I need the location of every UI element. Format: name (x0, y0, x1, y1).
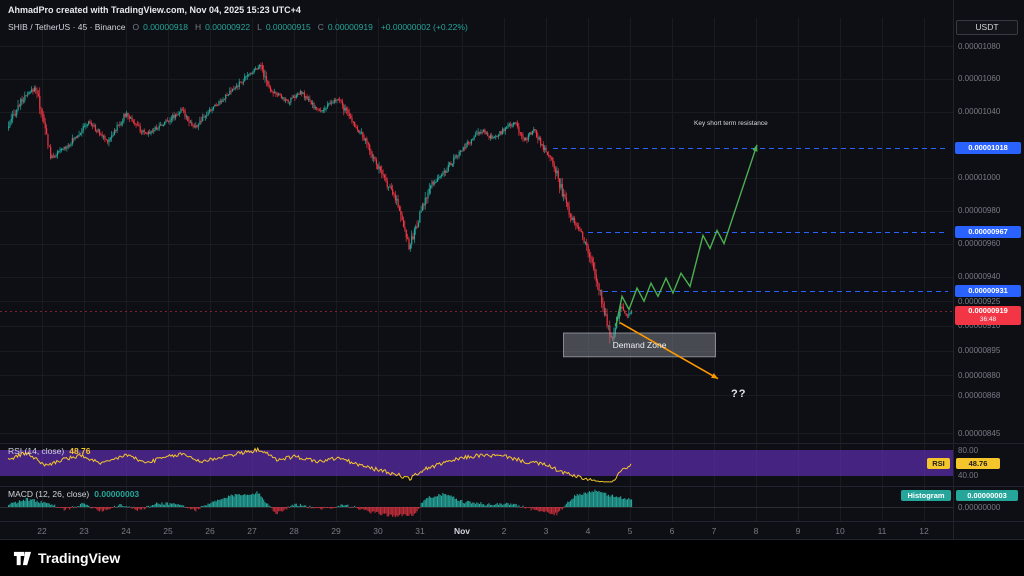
level-price-label: 0.00000967 (955, 226, 1021, 239)
brand-bar: TradingView (0, 540, 1024, 576)
change-value: +0.00000002 (+0.22%) (380, 22, 468, 32)
time-tick-label: 11 (877, 526, 887, 536)
time-axis[interactable]: 22 23 24 25 26 27 28 29 30 31 Nov 2 3 4 5 6 7 8 9 10 11 12 (0, 522, 953, 540)
time-tick-label: 5 (627, 526, 633, 536)
rsi-value-badge: 48.76 (956, 458, 1000, 469)
price-tick-label: 0.00000925 (958, 296, 1001, 306)
time-tick-label: 8 (753, 526, 759, 536)
price-tick-label: 0.00000868 (958, 390, 1001, 400)
macd-histogram-value-badge: 0.00000003 (956, 490, 1018, 501)
price-tick-label: 0.00000960 (958, 239, 1001, 249)
time-tick-label: 30 (373, 526, 383, 536)
question-annotation[interactable]: ?? (731, 388, 747, 400)
high-value: 0.00000922 (205, 22, 251, 32)
rsi-title-text: RSI (14, close) (8, 446, 65, 456)
time-tick-label: 22 (37, 526, 47, 536)
symbol-legend: SHIB / TetherUS · 45 · Binance O 0.000009… (8, 22, 468, 32)
rsi-name-badge: RSI (927, 458, 950, 469)
chart-area[interactable]: AhmadPro created with TradingView.com, N… (0, 0, 1024, 540)
demand-zone[interactable]: Demand Zone (612, 339, 667, 350)
tradingview-icon (13, 551, 32, 565)
low-value: 0.00000915 (265, 22, 311, 32)
time-tick-label: Nov (453, 526, 471, 536)
macd-current-value: 0.00000003 (94, 489, 140, 499)
time-tick-label: 31 (415, 526, 425, 536)
close-label: C (317, 22, 324, 32)
time-tick-label: 26 (205, 526, 215, 536)
level-price-label: 0.00001018 (955, 142, 1021, 155)
time-tick-label: 24 (121, 526, 131, 536)
symbol-title: SHIB / TetherUS · 45 · Binance (8, 22, 126, 32)
time-tick-label: 27 (247, 526, 257, 536)
macd-indicator-title: MACD (12, 26, close) 0.00000003 (8, 489, 139, 499)
tradingview-logo[interactable]: TradingView (13, 549, 120, 568)
price-tick-label: 0.00001060 (958, 74, 1001, 84)
close-value: 0.00000919 (327, 22, 373, 32)
price-tick-label: 0.00000910 (958, 321, 1001, 331)
low-label: L (257, 22, 262, 32)
time-tick-label: 23 (79, 526, 89, 536)
time-tick-label: 3 (543, 526, 549, 536)
currency-button[interactable]: USDT (956, 20, 1018, 35)
time-tick-label: 29 (331, 526, 341, 536)
macd-title-text: MACD (12, 26, close) (8, 489, 90, 499)
level-price-label: 0.00000931 (955, 285, 1021, 298)
main-chart-canvas[interactable] (0, 0, 1024, 540)
time-tick-label: 25 (163, 526, 173, 536)
macd-zero-label: 0.00000000 (958, 503, 1001, 512)
time-tick-label: 2 (501, 526, 507, 536)
price-tick-label: 0.00000880 (958, 370, 1001, 380)
price-tick-label: 0.00001040 (958, 107, 1001, 117)
high-label: H (195, 22, 202, 32)
time-tick-label: 10 (835, 526, 845, 536)
open-value: 0.00000918 (143, 22, 189, 32)
rsi-axis-bottom-label: 40.00 (958, 471, 979, 480)
price-tick-label: 0.00000895 (958, 346, 1001, 356)
brand-wordmark: TradingView (38, 550, 121, 566)
price-axis[interactable]: 0.00001080 0.00001060 0.00001040 0.00001000… (953, 0, 1024, 540)
price-tick-label: 0.00000940 (958, 272, 1001, 282)
time-tick-label: 28 (289, 526, 299, 536)
attribution-text: AhmadPro created with TradingView.com, N… (8, 5, 301, 15)
last-price-label: 0.00000919 36:48 (955, 306, 1021, 326)
macd-histogram-badge: Histogram (901, 490, 951, 501)
price-tick-label: 0.00000845 (958, 428, 1001, 438)
bar-countdown: 36:48 (979, 316, 997, 324)
time-tick-label: 4 (585, 526, 591, 536)
time-tick-label: 7 (711, 526, 717, 536)
price-tick-label: 0.00000980 (958, 206, 1001, 216)
rsi-indicator-title: RSI (14, close) 48.76 (8, 446, 91, 456)
last-price-value: 0.00000919 (968, 306, 1008, 316)
price-tick-label: 0.00001080 (958, 41, 1001, 51)
rsi-current-value: 48.76 (69, 446, 91, 456)
open-label: O (132, 22, 140, 32)
rsi-axis-top-label: 80.00 (958, 446, 979, 455)
resistance-annotation[interactable]: Key short term resistance (694, 120, 768, 127)
time-tick-label: 9 (795, 526, 801, 536)
time-tick-label: 6 (669, 526, 675, 536)
price-tick-label: 0.00001000 (958, 173, 1001, 183)
time-tick-label: 12 (919, 526, 929, 536)
